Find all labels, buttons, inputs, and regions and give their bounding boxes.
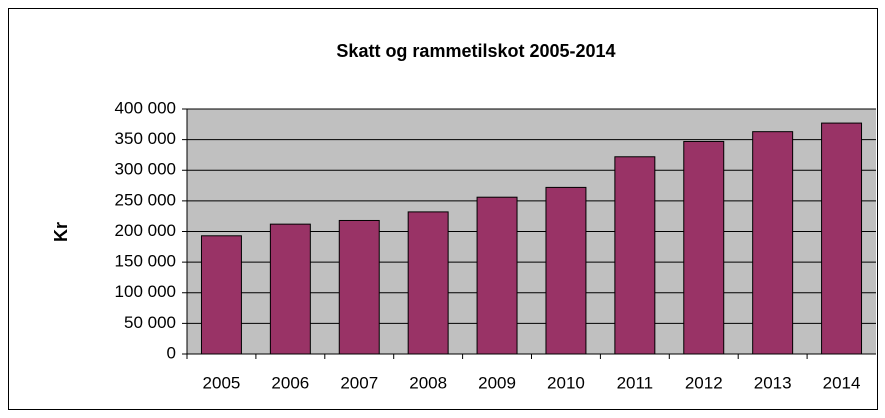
- x-tick-label: 2005: [203, 373, 241, 392]
- bar: [476, 196, 518, 355]
- bar: [752, 131, 794, 355]
- x-tick-label: 2014: [823, 373, 861, 392]
- y-tick-label: 200 000: [115, 221, 176, 240]
- x-tick-label: 2010: [547, 373, 585, 392]
- bar: [407, 211, 449, 355]
- bar: [269, 223, 311, 355]
- x-tick-label: 2006: [271, 373, 309, 392]
- y-tick-label: 0: [167, 343, 176, 362]
- y-tick-label: 350 000: [115, 129, 176, 148]
- y-tick-label: 150 000: [115, 252, 176, 271]
- y-tick-label: 250 000: [115, 190, 176, 209]
- x-tick-label: 2013: [754, 373, 792, 392]
- x-tick-label: 2007: [340, 373, 378, 392]
- x-tick-label: 2011: [617, 373, 654, 392]
- bar: [545, 186, 587, 355]
- y-tick-label: 400 000: [115, 98, 176, 117]
- y-tick-label: 300 000: [115, 160, 176, 179]
- y-tick-label: 50 000: [124, 313, 176, 332]
- y-axis-label: Kr: [51, 222, 71, 242]
- x-tick-label: 2008: [409, 373, 447, 392]
- x-tick-label: 2012: [685, 373, 723, 392]
- bar: [614, 156, 656, 355]
- bar: [338, 219, 380, 355]
- chart-title: Skatt og rammetilskot 2005-2014: [336, 41, 615, 61]
- bar: [200, 235, 242, 355]
- bar: [683, 140, 725, 355]
- bar: [821, 122, 863, 355]
- y-tick-label: 100 000: [115, 282, 176, 301]
- x-tick-label: 2009: [478, 373, 516, 392]
